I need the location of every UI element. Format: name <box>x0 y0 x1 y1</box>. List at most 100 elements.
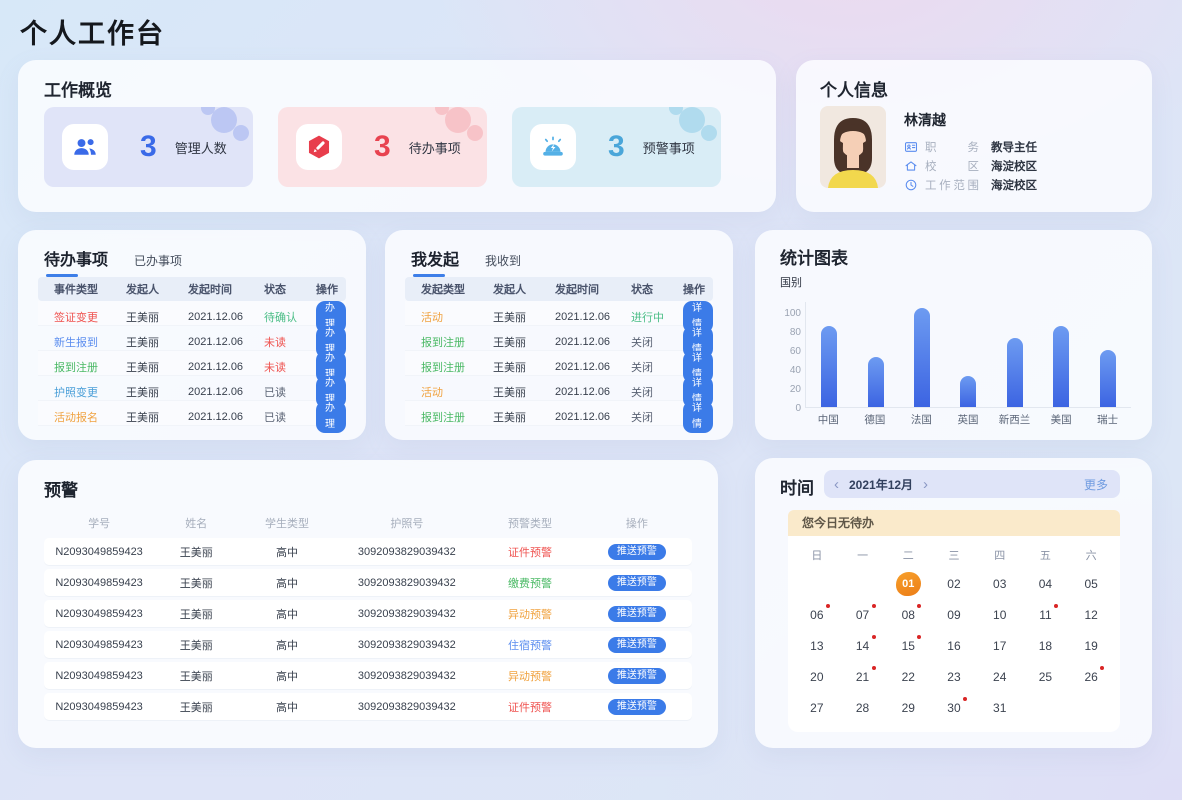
calendar-day[interactable]: 17 <box>993 638 1007 653</box>
initiator: 王美丽 <box>493 362 526 374</box>
calendar-day[interactable]: 04 <box>1038 576 1053 591</box>
weekday-header: 日一二三四五六 <box>794 542 1114 568</box>
prev-month-icon[interactable]: ‹ <box>834 475 839 493</box>
student-type: 高中 <box>275 608 298 621</box>
calendar-day[interactable]: 11 <box>1023 599 1069 630</box>
tab-todo-items[interactable]: 待办事项 <box>44 246 108 277</box>
passport-number: 3092093829039432 <box>357 638 456 651</box>
col-header: 发起人 <box>126 284 159 296</box>
statistics-chart-card: 统计图表 国别 0 20 40 60 80 100 中国 德国 法国 英国 新西兰 美国 瑞士 <box>755 230 1152 440</box>
calendar-day[interactable] <box>1023 692 1069 723</box>
student-type: 高中 <box>275 639 298 652</box>
warning-type: 证件预警 <box>507 701 552 714</box>
table-row: 报到注册 王美丽 2021.12.06 关闭 详情 <box>405 326 713 358</box>
table-row: 报到注册 王美丽 2021.12.06 关闭 详情 <box>405 401 713 433</box>
push-warning-button[interactable]: 推送预警 <box>607 698 666 715</box>
calendar-day[interactable]: 12 <box>1084 607 1098 622</box>
initiator: 王美丽 <box>493 412 526 424</box>
calendar-day[interactable] <box>1068 692 1114 723</box>
decor-circle <box>435 107 449 115</box>
calendar-day[interactable]: 26 <box>1068 661 1114 692</box>
next-month-icon[interactable]: › <box>923 475 929 493</box>
calendar-day[interactable] <box>794 568 840 599</box>
calendar-day[interactable]: 24 <box>993 669 1007 684</box>
push-warning-button[interactable]: 推送预警 <box>607 636 666 653</box>
decor-circle <box>201 107 215 115</box>
handle-button[interactable]: 办理 <box>316 401 346 433</box>
calendar-day[interactable]: 10 <box>993 607 1007 622</box>
stat-value: 3 <box>608 130 625 163</box>
calendar-day[interactable]: 05 <box>1084 576 1098 591</box>
calendar-day[interactable] <box>840 568 886 599</box>
field-label: 校区 <box>925 160 979 173</box>
event-dot-icon <box>1100 666 1105 670</box>
calendar-day[interactable]: 13 <box>810 638 824 653</box>
calendar-day[interactable]: 27 <box>810 700 824 715</box>
decor-circle <box>467 125 483 141</box>
col-header: 发起时间 <box>188 284 232 296</box>
push-warning-button[interactable]: 推送预警 <box>607 667 666 684</box>
calendar-day[interactable]: 31 <box>993 700 1007 715</box>
initiator: 王美丽 <box>493 337 526 349</box>
col-header: 状态 <box>631 284 653 296</box>
calendar-day[interactable]: 06 <box>794 599 840 630</box>
calendar-day[interactable]: 16 <box>947 638 961 653</box>
y-tick-label: 60 <box>789 346 801 357</box>
warning-rows: N2093049859423 王美丽 高中 3092093829039432 证… <box>44 538 692 720</box>
tab-i-received[interactable]: 我收到 <box>485 254 522 268</box>
more-link[interactable]: 更多 <box>1083 477 1108 492</box>
bar-category-label: 中国 <box>817 414 839 426</box>
calendar-day[interactable]: 01 <box>885 568 931 599</box>
y-tick-label: 0 <box>795 403 801 414</box>
calendar-day[interactable]: 02 <box>947 576 961 591</box>
status: 关闭 <box>631 337 653 349</box>
student-type: 高中 <box>275 577 298 590</box>
calendar-day[interactable]: 03 <box>993 576 1007 591</box>
event-dot-icon <box>1054 604 1059 608</box>
event-dot-icon <box>962 697 967 701</box>
y-tick-label: 100 <box>784 308 801 319</box>
bar-category-label: 德国 <box>864 414 886 426</box>
calendar-day[interactable]: 09 <box>947 607 961 622</box>
calendar-day[interactable]: 30 <box>931 692 977 723</box>
page-title: 个人工作台 <box>20 19 165 49</box>
student-name: 王美丽 <box>179 608 213 621</box>
calendar-day[interactable]: 20 <box>810 669 824 684</box>
student-name: 王美丽 <box>179 546 213 559</box>
field-label: 职务 <box>925 141 979 154</box>
push-warning-button[interactable]: 推送预警 <box>607 605 666 622</box>
push-warning-button[interactable]: 推送预警 <box>607 574 666 591</box>
calendar-day[interactable]: 14 <box>840 630 886 661</box>
decor-circle <box>233 125 249 141</box>
calendar-day[interactable]: 19 <box>1084 638 1098 653</box>
calendar-day[interactable]: 23 <box>947 669 961 684</box>
status: 已读 <box>264 387 286 399</box>
tab-i-initiated[interactable]: 我发起 <box>411 246 459 277</box>
tab-done-items[interactable]: 已办事项 <box>134 254 183 268</box>
calendar-day[interactable]: 15 <box>885 630 931 661</box>
initiator: 王美丽 <box>493 387 526 399</box>
todo-rows: 签证变更 王美丽 2021.12.06 待确认 办理 新生报到 王美丽 2021… <box>38 301 346 433</box>
calendar-day[interactable]: 22 <box>901 669 915 684</box>
calendar-day[interactable]: 28 <box>855 700 870 715</box>
table-row: N2093049859423 王美丽 高中 3092093829039432 证… <box>44 538 692 565</box>
calendar-day[interactable]: 08 <box>885 599 931 630</box>
warning-card: 预警 学号 姓名 学生类型 护照号 预警类型 操作 N2093049859423… <box>18 460 718 748</box>
initiator: 王美丽 <box>126 387 159 399</box>
table-header: 事件类型 发起人 发起时间 状态 操作 <box>38 277 346 301</box>
calendar-day[interactable]: 18 <box>1038 638 1053 653</box>
calendar-day[interactable]: 21 <box>840 661 886 692</box>
initiate-type: 报到注册 <box>421 337 465 349</box>
calendar-day[interactable]: 07 <box>840 599 886 630</box>
initiator: 王美丽 <box>493 312 526 324</box>
detail-button[interactable]: 详情 <box>683 401 713 433</box>
weekday-label: 一 <box>857 550 869 562</box>
bar <box>1006 337 1023 407</box>
table-row: N2093049859423 王美丽 高中 3092093829039432 异… <box>44 600 692 627</box>
event-type: 报到注册 <box>54 362 98 374</box>
push-warning-button[interactable]: 推送预警 <box>607 543 666 560</box>
initiated-time: 2021.12.06 <box>188 361 244 373</box>
calendar-day[interactable]: 25 <box>1038 669 1053 684</box>
calendar-day[interactable]: 29 <box>901 700 915 715</box>
student-name: 王美丽 <box>179 577 213 590</box>
